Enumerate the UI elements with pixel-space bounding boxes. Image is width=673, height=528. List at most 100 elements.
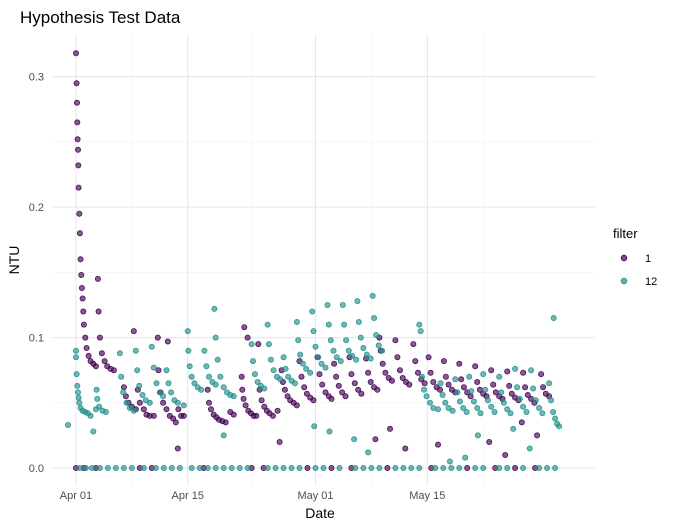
legend-label: 1	[645, 253, 651, 265]
data-point	[102, 408, 109, 415]
data-point	[324, 301, 331, 308]
data-point	[285, 373, 292, 380]
data-point	[474, 404, 481, 411]
y-tick-label: 0.2	[29, 202, 44, 214]
data-point	[464, 464, 471, 471]
data-point	[220, 432, 227, 439]
data-point	[379, 360, 386, 367]
data-point	[343, 337, 350, 344]
data-point	[524, 391, 531, 398]
data-point	[76, 399, 83, 406]
data-point	[153, 380, 160, 387]
data-point	[132, 347, 139, 354]
data-point	[140, 464, 147, 471]
legend: filter 1 12	[613, 226, 657, 288]
data-point	[477, 410, 484, 417]
data-point	[267, 356, 274, 363]
data-point	[345, 347, 352, 354]
data-point	[211, 305, 218, 312]
data-point	[326, 428, 333, 435]
data-point	[520, 369, 527, 376]
data-point	[238, 373, 245, 380]
data-point	[379, 347, 386, 354]
data-point	[363, 351, 370, 358]
data-point	[78, 284, 85, 291]
data-point	[174, 445, 181, 452]
data-point	[240, 395, 247, 402]
data-point	[342, 393, 349, 400]
data-point	[301, 384, 308, 391]
data-point	[204, 386, 211, 393]
data-point	[365, 449, 372, 456]
data-point	[76, 464, 83, 471]
data-point	[421, 380, 428, 387]
data-point	[357, 334, 364, 341]
data-point	[442, 399, 449, 406]
data-point	[265, 341, 272, 348]
data-point	[502, 451, 509, 458]
data-point	[214, 356, 221, 363]
data-point	[293, 318, 300, 325]
data-point	[367, 378, 374, 385]
data-point	[184, 328, 191, 335]
data-point	[512, 464, 519, 471]
data-point	[480, 371, 487, 378]
data-point	[414, 369, 421, 376]
data-point	[512, 365, 519, 372]
data-point	[507, 410, 514, 417]
data-point	[258, 397, 265, 404]
data-point	[420, 386, 427, 393]
data-point	[150, 364, 157, 371]
x-tick-label: Apr 15	[172, 490, 204, 502]
data-point	[304, 464, 311, 471]
data-point	[528, 367, 535, 374]
data-point	[400, 464, 407, 471]
data-point	[80, 308, 87, 315]
y-axis-ticks: 0.0 0.1 0.2 0.3	[29, 72, 44, 475]
data-point	[552, 415, 559, 422]
data-point	[80, 321, 87, 328]
data-point	[504, 368, 511, 375]
data-point	[272, 464, 279, 471]
data-point	[520, 464, 527, 471]
data-point	[484, 397, 491, 404]
data-point	[277, 376, 284, 383]
data-point	[504, 464, 511, 471]
data-point	[355, 318, 362, 325]
data-point	[522, 384, 529, 391]
data-point	[188, 373, 195, 380]
legend-label: 12	[645, 276, 657, 288]
data-point	[496, 373, 503, 380]
data-point	[139, 391, 146, 398]
data-point	[310, 328, 317, 335]
data-point	[327, 337, 334, 344]
data-point	[312, 343, 319, 350]
data-point	[440, 358, 447, 365]
data-point	[230, 393, 237, 400]
data-point	[164, 338, 171, 345]
data-point	[136, 399, 143, 406]
data-point	[155, 367, 162, 374]
data-point	[402, 445, 409, 452]
data-point	[325, 321, 332, 328]
data-point	[532, 397, 539, 404]
data-points	[65, 50, 563, 471]
data-point	[217, 373, 224, 380]
data-point	[348, 371, 355, 378]
data-point	[491, 408, 498, 415]
data-point	[439, 391, 446, 398]
data-point	[460, 404, 467, 411]
data-point	[288, 464, 295, 471]
data-point	[416, 321, 423, 328]
data-point	[472, 464, 479, 471]
data-point	[116, 350, 123, 357]
data-point	[367, 355, 374, 362]
data-point	[303, 390, 310, 397]
data-point	[536, 464, 543, 471]
data-point	[351, 436, 358, 443]
data-point	[254, 378, 261, 385]
data-point	[281, 386, 288, 393]
data-point	[388, 377, 395, 384]
data-point	[128, 464, 135, 471]
